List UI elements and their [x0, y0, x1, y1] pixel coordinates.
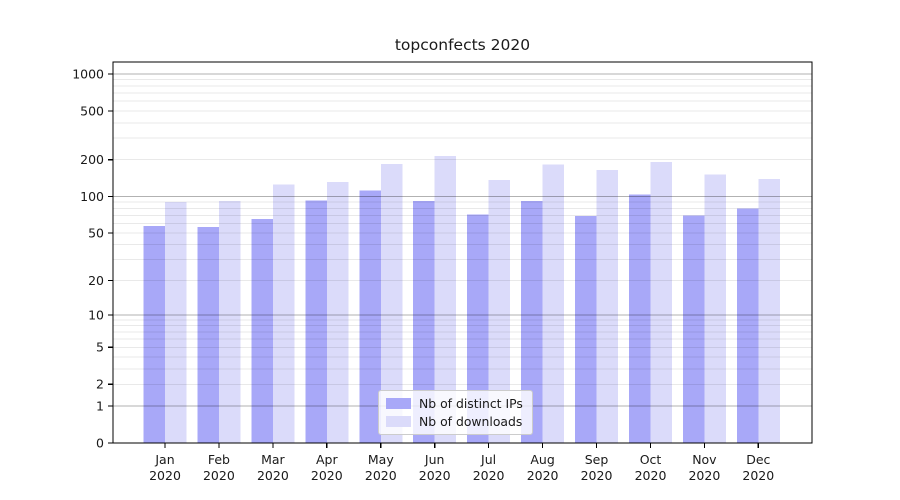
plot-border [112, 61, 813, 444]
legend-item-downloads: Nb of downloads [386, 414, 523, 429]
y-tick-label-5: 5 [96, 340, 104, 355]
y-tick-label-20: 20 [88, 273, 104, 288]
y-tick-label-100: 100 [80, 189, 104, 204]
bar-may-downloads [380, 164, 403, 443]
y-tick-label-50: 50 [88, 225, 104, 240]
x-tick-label-feb: Feb 2020 [203, 452, 235, 483]
bar-dec-distinct-ips [736, 208, 759, 443]
axes-layer [108, 61, 813, 448]
x-tick-label-sep: Sep 2020 [581, 452, 613, 483]
chart-title: topconfects 2020 [394, 36, 531, 54]
bars-layer [143, 156, 780, 444]
x-tick-label-aug: Aug 2020 [527, 452, 559, 483]
bar-aug-distinct-ips [521, 200, 543, 443]
bar-jan-distinct-ips [143, 226, 165, 443]
bar-dec-downloads [758, 179, 780, 443]
y-tick-label-2: 2 [96, 377, 104, 392]
bar-jun-downloads [434, 156, 457, 443]
bar-sep-distinct-ips [575, 216, 597, 443]
x-tick-label-jun: Jun 2020 [419, 452, 451, 483]
bar-jan-downloads [165, 202, 187, 443]
bar-jun-distinct-ips [413, 200, 435, 443]
legend-label-distinct-ips: Nb of distinct IPs [419, 396, 523, 411]
legend: Nb of distinct IPs Nb of downloads [378, 390, 533, 435]
bar-apr-downloads [326, 181, 349, 444]
x-tick-label-may: May 2020 [365, 452, 397, 483]
bar-mar-downloads [272, 184, 295, 443]
legend-label-downloads: Nb of downloads [419, 414, 523, 429]
bar-aug-downloads [542, 164, 565, 443]
bar-jul-distinct-ips [467, 214, 489, 443]
bar-oct-downloads [650, 161, 672, 443]
y-tick-label-0: 0 [96, 435, 104, 450]
y-tick-label-10: 10 [88, 307, 104, 322]
x-tick-label-dec: Dec 2020 [742, 452, 774, 483]
x-tick-label-apr: Apr 2020 [311, 452, 343, 483]
legend-item-distinct-ips: Nb of distinct IPs [386, 396, 523, 411]
x-axis-tick-labels: Jan 2020 Feb 2020 Mar 2020 Apr 2020 May 2020 Jun 20… [149, 452, 774, 483]
y-tick-label-1: 1 [96, 398, 104, 413]
legend-swatch-distinct-ips [386, 398, 411, 409]
x-tick-label-jul: Jul 2020 [473, 452, 505, 483]
bar-jul-downloads [488, 180, 511, 443]
bar-feb-downloads [218, 200, 241, 443]
bar-nov-downloads [704, 174, 726, 443]
bar-may-distinct-ips [359, 190, 381, 443]
x-tick-label-nov: Nov 2020 [688, 452, 720, 483]
y-tick-label-1000: 1000 [72, 66, 104, 81]
bar-feb-distinct-ips [197, 227, 219, 443]
bar-sep-downloads [596, 169, 618, 443]
legend-swatch-downloads [386, 416, 411, 427]
x-tick-label-oct: Oct 2020 [635, 452, 667, 483]
bar-oct-distinct-ips [629, 194, 651, 443]
gridlines-layer [113, 73, 812, 407]
bar-mar-distinct-ips [251, 219, 273, 443]
y-tick-label-500: 500 [80, 103, 104, 118]
x-tick-label-jan: Jan 2020 [149, 452, 181, 483]
bar-apr-distinct-ips [305, 200, 327, 443]
x-tick-label-mar: Mar 2020 [257, 452, 289, 483]
y-axis-tick-labels: 0 1 2 5 10 20 50 100 200 500 1000 [72, 66, 104, 450]
bar-nov-distinct-ips [682, 215, 705, 443]
y-tick-label-200: 200 [80, 152, 104, 167]
